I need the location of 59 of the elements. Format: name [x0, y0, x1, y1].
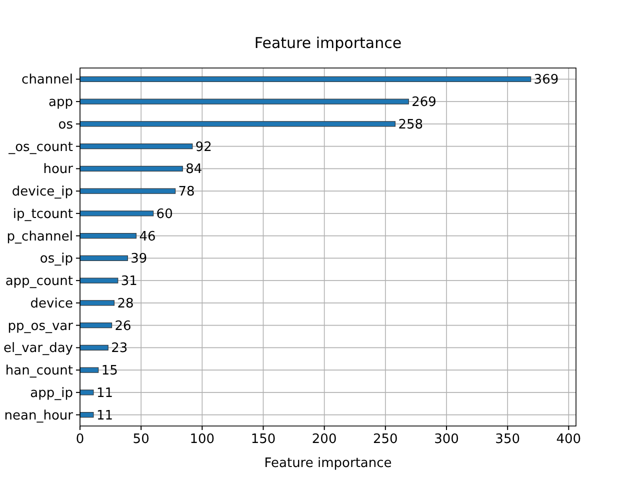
y-tick-label: nean_hour	[4, 408, 74, 424]
data-label: 31	[120, 274, 138, 290]
x-tick-label: 50	[132, 432, 150, 447]
chart-title: Feature importance	[254, 34, 402, 52]
x-tick-label: 400	[556, 432, 582, 447]
bar	[80, 322, 112, 328]
bar	[80, 188, 176, 194]
y-tick-label: el_var_day	[3, 341, 74, 356]
x-tick-label: 300	[434, 432, 459, 447]
x-axis-title: Feature importance	[264, 456, 392, 471]
bar	[80, 255, 128, 261]
data-label: 369	[534, 72, 559, 88]
data-label: 39	[130, 252, 148, 267]
y-tick-label: app_ip	[30, 386, 73, 401]
y-tick-label: _os_count	[8, 140, 73, 155]
x-tick-label: 100	[190, 432, 215, 447]
x-tick-label: 150	[250, 432, 276, 447]
y-tick-label: app	[48, 95, 73, 110]
data-label: 15	[101, 364, 118, 379]
data-label: 269	[412, 95, 436, 110]
y-tick-label: app_count	[5, 274, 73, 290]
y-tick-label: pp_os_var	[8, 318, 74, 334]
data-label: 11	[96, 386, 113, 401]
data-label: 84	[186, 162, 202, 178]
data-label: 26	[114, 318, 132, 334]
y-tick-label: channel	[22, 72, 73, 88]
x-tick-label: 0	[76, 432, 84, 447]
bar	[80, 233, 136, 239]
bar	[80, 210, 154, 216]
data-label: 23	[111, 341, 128, 356]
bar	[80, 144, 193, 150]
bar	[80, 390, 94, 396]
y-tick-label: han_count	[5, 364, 73, 379]
data-label: 92	[195, 140, 212, 155]
bar	[80, 121, 396, 127]
y-tick-label: p_channel	[6, 229, 73, 244]
bar	[80, 76, 532, 82]
y-tick-label: device_ip	[12, 184, 73, 200]
data-label: 11	[96, 408, 113, 424]
x-tick-label: 350	[495, 432, 520, 447]
data-label: 46	[139, 229, 156, 244]
x-tick-label: 250	[373, 432, 398, 447]
y-tick-label: os	[58, 117, 74, 132]
y-tick-label: os_ip	[40, 252, 73, 267]
data-label: 28	[117, 296, 134, 312]
bar	[80, 166, 183, 172]
data-label: 60	[156, 206, 173, 222]
y-tick-label: device	[30, 296, 73, 312]
bar	[80, 367, 99, 373]
bar	[80, 278, 118, 284]
y-tick-label: ip_tcount	[12, 206, 73, 222]
data-label: 78	[178, 184, 195, 200]
data-label: 258	[398, 117, 424, 132]
bar	[80, 412, 94, 418]
bar	[80, 300, 115, 306]
bar	[80, 344, 108, 350]
y-tick-label: hour	[43, 162, 74, 178]
x-tick-label: 200	[312, 432, 337, 447]
bar	[80, 98, 409, 104]
